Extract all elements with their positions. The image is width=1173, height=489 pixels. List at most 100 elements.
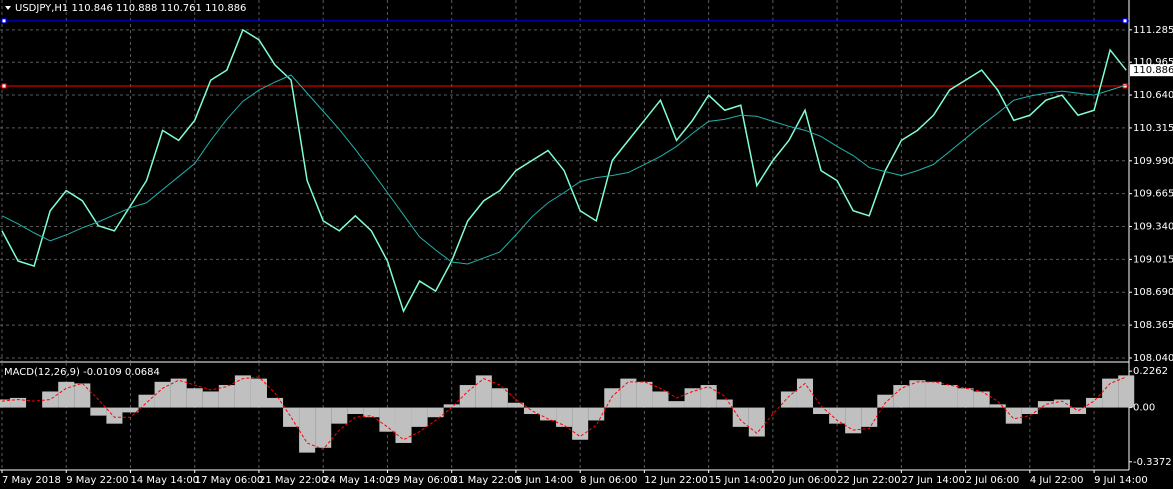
x-tick-label: 7 May 2018	[2, 475, 61, 486]
x-tick-label: 15 Jun 14:00	[709, 475, 773, 486]
histogram-bar	[266, 397, 284, 408]
histogram-bar	[90, 407, 107, 416]
histogram-bar	[748, 407, 765, 437]
histogram-bar	[1102, 378, 1119, 408]
price-label-box	[1130, 64, 1173, 77]
histogram-bar	[379, 407, 396, 432]
x-tick-label: 9 Jul 14:00	[1094, 475, 1148, 486]
y-tick-label: 0.00	[1133, 403, 1155, 414]
histogram-bar	[459, 385, 476, 408]
x-tick-label: 31 May 22:00	[452, 475, 521, 486]
histogram-bar	[74, 383, 91, 408]
histogram-bar	[684, 388, 701, 408]
histogram-bar	[170, 378, 187, 408]
price-label: 110.886	[1133, 65, 1173, 76]
moving-average	[1, 74, 1127, 265]
histogram-bar	[588, 407, 605, 421]
chart-title: USDJPY,H1 110.846 110.888 110.761 110.88…	[15, 3, 246, 14]
histogram-bar	[58, 381, 75, 408]
histogram-bar	[556, 407, 573, 427]
histogram-bar	[1037, 401, 1054, 408]
histogram-bar	[813, 407, 830, 415]
x-tick-label: 17 May 06:00	[195, 475, 264, 486]
histogram-bar	[1053, 399, 1070, 408]
histogram-bar	[652, 391, 669, 408]
y-tick-label: 111.285	[1133, 25, 1173, 36]
histogram-bar	[636, 381, 653, 408]
y-tick-label: 108.365	[1133, 320, 1173, 331]
histogram-bar	[732, 407, 749, 427]
histogram-bar	[925, 381, 942, 408]
histogram-bar	[877, 394, 894, 408]
level-handle	[1122, 18, 1128, 24]
histogram-bar	[106, 407, 123, 424]
x-tick-label: 20 Jun 06:00	[773, 475, 837, 486]
histogram-bar	[42, 391, 59, 408]
histogram-bar	[331, 407, 348, 424]
histogram-bar	[941, 385, 958, 408]
x-tick-label: 2 Jul 06:00	[966, 475, 1020, 486]
histogram-bar	[138, 394, 155, 408]
histogram-bar	[395, 407, 412, 443]
y-tick-label: -0.3372	[1133, 457, 1172, 468]
histogram-bar	[1118, 375, 1135, 408]
level-handle	[1, 18, 7, 24]
histogram-bar	[218, 385, 235, 408]
y-tick-label: 108.040	[1133, 353, 1173, 364]
x-tick-label: 29 May 06:00	[387, 475, 456, 486]
histogram-bar	[315, 407, 332, 448]
histogram-bar	[1086, 397, 1103, 408]
x-tick-label: 12 Jun 22:00	[644, 475, 708, 486]
histogram-bar	[347, 407, 364, 415]
histogram-bar	[716, 399, 733, 408]
x-tick-label: 14 May 14:00	[130, 475, 199, 486]
y-tick-label: 108.690	[1133, 287, 1173, 298]
histogram-bar	[893, 385, 910, 408]
histogram-bar	[154, 381, 171, 408]
histogram-bar	[780, 391, 797, 408]
histogram-bar	[1005, 407, 1022, 424]
y-tick-label: 0.2262	[1133, 366, 1168, 377]
x-tick-label: 5 Jun 14:00	[516, 475, 573, 486]
y-tick-label: 110.315	[1133, 123, 1173, 134]
price-line	[1, 28, 1127, 314]
y-tick-label: 110.640	[1133, 90, 1173, 101]
x-tick-label: 27 Jun 14:00	[901, 475, 965, 486]
histogram-bar	[491, 388, 508, 408]
histogram-bar	[186, 388, 203, 408]
histogram-bar	[234, 375, 251, 408]
histogram-bar	[973, 391, 990, 408]
indicator-title: MACD(12,26,9) -0.0109 0.0684	[4, 367, 160, 378]
histogram-bar	[572, 407, 589, 440]
histogram-bar	[796, 378, 814, 408]
histogram-bar	[411, 407, 428, 427]
x-tick-label: 4 Jul 22:00	[1030, 475, 1084, 486]
histogram-bar	[475, 375, 492, 408]
histogram-bar	[0, 399, 11, 408]
histogram-bar	[10, 397, 27, 408]
x-tick-label: 24 May 14:00	[323, 475, 392, 486]
x-tick-label: 22 Jun 22:00	[837, 475, 901, 486]
y-tick-label: 109.990	[1133, 156, 1173, 167]
histogram-bar	[957, 388, 974, 408]
y-tick-label: 109.015	[1133, 254, 1173, 265]
histogram-bar	[989, 404, 1006, 408]
histogram-bar	[299, 407, 316, 453]
histogram-bar	[845, 407, 862, 434]
histogram-bar	[122, 407, 139, 413]
signal-line	[1, 376, 1127, 451]
histogram-bar	[283, 407, 300, 427]
y-tick-label: 110.965	[1133, 57, 1173, 68]
histogram-bar	[620, 378, 637, 408]
menu-arrow[interactable]	[5, 6, 11, 10]
histogram-bar	[427, 407, 444, 418]
histogram-bar	[507, 402, 524, 408]
histogram-bar	[363, 407, 380, 418]
histogram-bar	[829, 407, 846, 424]
histogram-bar	[523, 407, 541, 415]
histogram-bar	[202, 391, 219, 408]
y-tick-label: 109.665	[1133, 189, 1173, 200]
x-tick-label: 8 Jun 06:00	[580, 475, 637, 486]
y-tick-label: 109.340	[1133, 222, 1173, 233]
